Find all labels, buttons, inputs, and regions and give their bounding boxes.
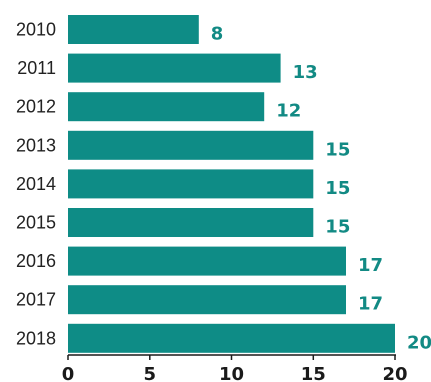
- bar-2011: [68, 53, 281, 83]
- x-tick-label-10: 10: [219, 364, 244, 382]
- value-label-2010: 8: [211, 24, 224, 45]
- category-label-2010: 2010: [16, 20, 56, 40]
- value-label-2018: 20: [407, 332, 431, 353]
- value-label-2011: 13: [293, 62, 318, 83]
- value-label-2012: 12: [276, 101, 301, 122]
- category-label-2011: 2011: [17, 58, 56, 78]
- bar-2013: [68, 130, 314, 160]
- value-label-2015: 15: [325, 217, 350, 238]
- value-label-2016: 17: [358, 255, 383, 276]
- value-label-2014: 15: [325, 178, 350, 199]
- bars-group: [68, 15, 395, 353]
- value-label-2013: 15: [325, 139, 350, 160]
- bar-2012: [68, 92, 265, 122]
- category-label-2016: 2016: [16, 251, 56, 271]
- x-tick-label-0: 0: [62, 364, 75, 382]
- category-label-2017: 2017: [16, 290, 56, 310]
- category-label-2013: 2013: [16, 135, 56, 155]
- x-axis-tick-labels: 0 5 10 15 20: [62, 364, 408, 382]
- bar-2014: [68, 169, 314, 199]
- category-label-2014: 2014: [16, 174, 56, 194]
- bar-2010: [68, 15, 199, 44]
- category-label-2012: 2012: [16, 97, 56, 117]
- bar-2017: [68, 285, 346, 315]
- bar-2016: [68, 246, 346, 276]
- x-axis-ticks: [67, 355, 396, 360]
- bar-2018: [68, 323, 395, 353]
- x-tick-label-15: 15: [301, 364, 326, 382]
- value-labels: 8 13 12 15 15 15 17 17 20: [211, 24, 431, 354]
- category-label-2015: 2015: [16, 213, 56, 233]
- category-labels: 2010 2011 2012 2013 2014 2015 2016 2017 2018: [16, 20, 56, 349]
- bar-2015: [68, 208, 314, 237]
- x-tick-label-20: 20: [382, 364, 407, 382]
- x-tick-label-5: 5: [144, 364, 157, 382]
- category-label-2018: 2018: [16, 328, 56, 348]
- value-label-2017: 17: [358, 294, 383, 315]
